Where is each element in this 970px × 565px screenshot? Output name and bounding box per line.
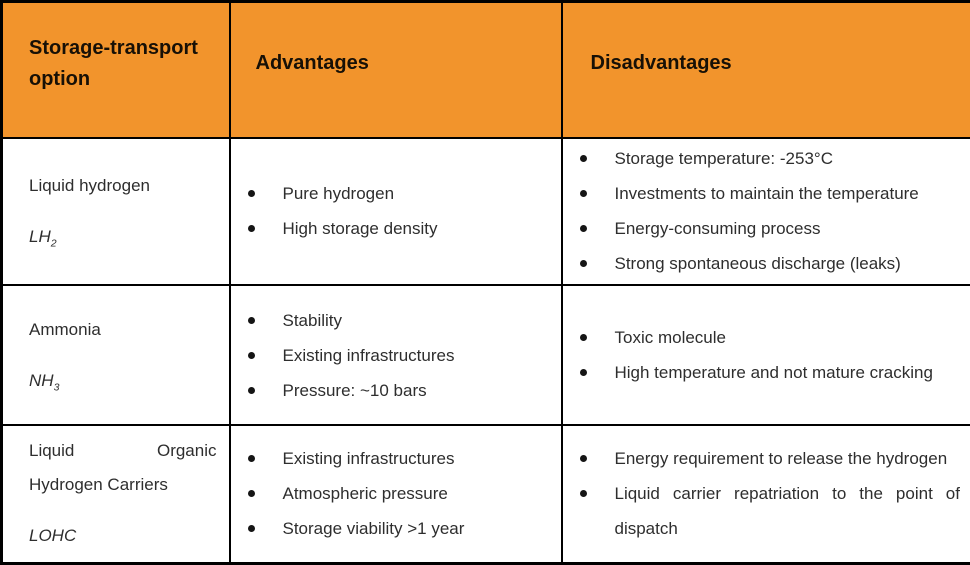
option-name: Liquid Organic Hydrogen Carriers: [29, 441, 217, 495]
advantages-list: Stability Existing infrastructures Pressur…: [232, 303, 560, 408]
bullet-icon: [579, 334, 587, 342]
list-item: Existing infrastructures: [247, 338, 551, 373]
list-item-text: Atmospheric pressure: [282, 484, 448, 504]
bullet-icon: [579, 490, 587, 498]
list-item: Energy requirement to release the hydrog…: [579, 441, 961, 476]
list-item-text: Energy requirement to release the hydrog…: [614, 449, 948, 469]
bullet-icon: [247, 351, 255, 359]
option-name: Ammonia: [29, 319, 101, 339]
bullet-icon: [247, 225, 255, 233]
list-item-text: Toxic molecule: [614, 328, 727, 348]
bullet-icon: [247, 386, 255, 394]
list-item-text: High storage density: [282, 219, 438, 239]
header-cell-storage-transport-option: Storage-transport option: [0, 0, 231, 139]
list-item: Storage viability >1 year: [247, 511, 551, 546]
list-item-text: High temperature and not mature cracking: [614, 363, 933, 383]
table-header-row: Storage-transport option Advantages Disa…: [0, 0, 970, 139]
table-row-lohc: Liquid Organic Hydrogen Carriers LOHC Ex…: [0, 423, 970, 565]
list-item-text: Investments to maintain the temperature: [614, 184, 919, 204]
bullet-icon: [247, 490, 255, 498]
list-item-text: Stability: [282, 310, 343, 330]
bullet-icon: [579, 225, 587, 233]
option-cell: Ammonia NH3: [0, 284, 231, 426]
list-item-text: Liquid carrier repatriation to the point…: [614, 484, 961, 539]
option-cell: Liquid Organic Hydrogen Carriers LOHC: [0, 423, 231, 565]
header-cell-disadvantages: Disadvantages: [560, 0, 970, 139]
bullet-icon: [579, 155, 587, 163]
bullet-icon: [247, 316, 255, 324]
advantages-list: Existing infrastructures Atmospheric pres…: [232, 441, 560, 546]
option-formula: LH2: [29, 226, 57, 250]
list-item: Energy-consuming process: [579, 211, 961, 246]
list-item-text: Pressure: ~10 bars: [282, 380, 427, 400]
list-item: Stability: [247, 303, 551, 338]
disadvantages-cell: Toxic molecule High temperature and not m…: [560, 284, 970, 426]
list-item: Pure hydrogen: [247, 176, 551, 211]
option-formula: LOHC: [29, 526, 77, 546]
list-item-text: Storage temperature: -253°C: [614, 149, 833, 169]
list-item-text: Existing infrastructures: [282, 449, 455, 469]
bullet-icon: [579, 260, 587, 268]
disadvantages-list: Storage temperature: -253°C Investments t…: [564, 141, 970, 281]
advantages-cell: Pure hydrogen High storage density: [228, 136, 563, 287]
list-item: Existing infrastructures: [247, 441, 551, 476]
bullet-icon: [247, 455, 255, 463]
list-item-text: Storage viability >1 year: [282, 519, 465, 539]
bullet-icon: [579, 190, 587, 198]
list-item-text: Pure hydrogen: [282, 184, 395, 204]
table-row-ammonia: Ammonia NH3 Stability Existing infrastruc…: [0, 284, 970, 426]
bullet-icon: [579, 369, 587, 377]
option-name: Liquid hydrogen: [29, 175, 150, 195]
disadvantages-cell: Energy requirement to release the hydrog…: [560, 423, 970, 565]
option-cell: Liquid hydrogen LH2: [0, 136, 231, 287]
advantages-cell: Existing infrastructures Atmospheric pres…: [228, 423, 563, 565]
list-item: Strong spontaneous discharge (leaks): [579, 246, 961, 281]
list-item: Liquid carrier repatriation to the point…: [579, 476, 961, 546]
disadvantages-list: Energy requirement to release the hydrog…: [564, 441, 970, 546]
list-item: High storage density: [247, 211, 551, 246]
list-item: Pressure: ~10 bars: [247, 373, 551, 408]
list-item: High temperature and not mature cracking: [579, 355, 961, 390]
advantages-list: Pure hydrogen High storage density: [232, 176, 560, 246]
disadvantages-list: Toxic molecule High temperature and not m…: [564, 320, 970, 390]
list-item-text: Energy-consuming process: [614, 219, 821, 239]
list-item: Toxic molecule: [579, 320, 961, 355]
table-row-liquid-hydrogen: Liquid hydrogen LH2 Pure hydrogen High st…: [0, 136, 970, 287]
list-item-text: Strong spontaneous discharge (leaks): [614, 254, 901, 274]
bullet-icon: [579, 455, 587, 463]
list-item: Atmospheric pressure: [247, 476, 551, 511]
option-formula: NH3: [29, 370, 60, 393]
bullet-icon: [247, 525, 255, 533]
header-cell-advantages: Advantages: [228, 0, 563, 139]
list-item: Investments to maintain the temperature: [579, 176, 961, 211]
list-item-text: Existing infrastructures: [282, 345, 455, 365]
advantages-cell: Stability Existing infrastructures Pressur…: [228, 284, 563, 426]
bullet-icon: [247, 190, 255, 198]
list-item: Storage temperature: -253°C: [579, 141, 961, 176]
disadvantages-cell: Storage temperature: -253°C Investments t…: [560, 136, 970, 287]
